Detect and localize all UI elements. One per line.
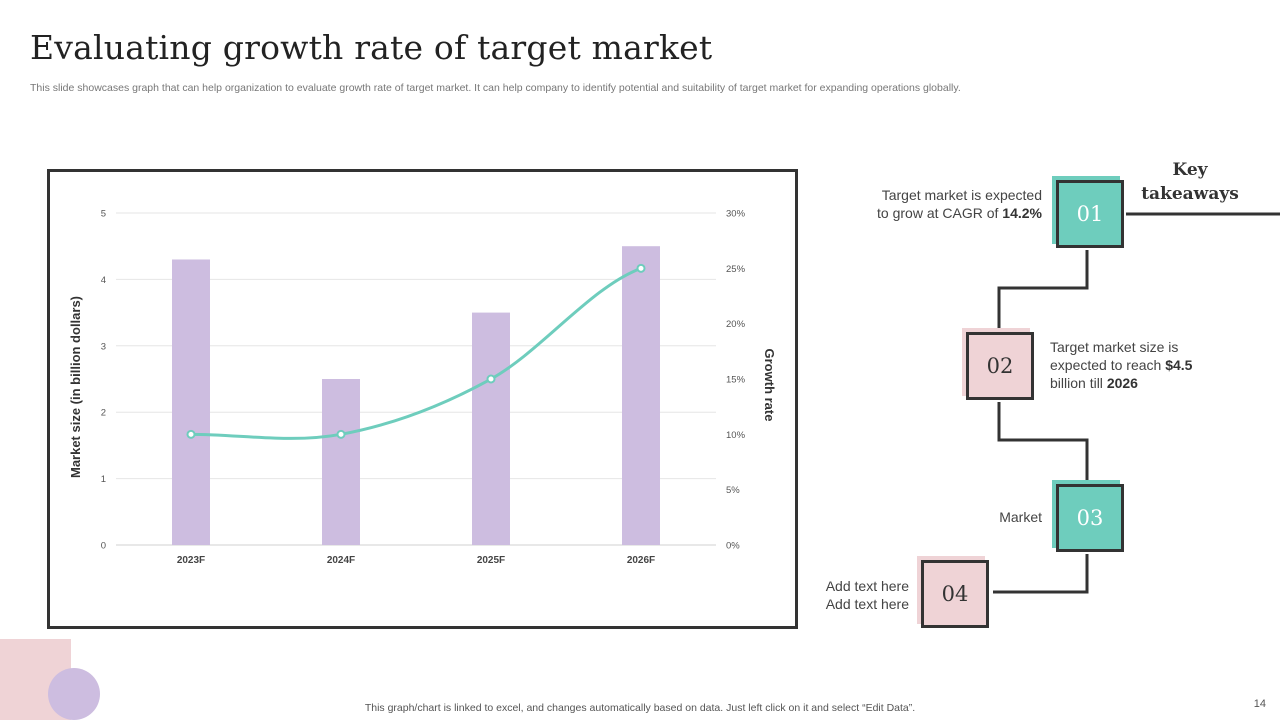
y2-axis-title: Growth rate: [762, 349, 777, 422]
x-tick-label: 2026F: [627, 555, 655, 566]
takeaway-01-text-a: Target market is expected to grow at CAG…: [877, 187, 1042, 221]
chart-frame[interactable]: 0 1 2 3 4 5 0% 5% 10% 15% 20% 25% 30% 2023F 2024F 2025F…: [47, 169, 798, 629]
growth-rate-line: [190, 266, 642, 440]
growth-point-2023F: [186, 429, 196, 439]
y-tick-label: 5: [101, 209, 106, 220]
takeaway-01-text-b: 14.2%: [1002, 205, 1042, 221]
y2-tick-label: 0%: [726, 541, 740, 552]
decor-lilac-circle: [48, 668, 100, 720]
y-tick-label: 0: [101, 541, 106, 552]
takeaway-03-box: 03: [1056, 484, 1124, 552]
growth-point-2024F: [336, 429, 346, 439]
y2-tick-label: 10%: [726, 430, 746, 441]
takeaway-04-text-a: Add text here: [825, 578, 909, 594]
takeaway-01-box: 01: [1056, 180, 1124, 248]
page-number: 14: [1253, 698, 1266, 710]
takeaway-02-text-c: billion till: [1050, 375, 1107, 391]
bar-2026F: [622, 246, 660, 545]
key-takeaways-title: Key takeaways: [1130, 158, 1250, 206]
bar-2025F: [472, 312, 510, 545]
takeaway-03-text: Market: [999, 509, 1042, 525]
y2-tick-label: 30%: [726, 209, 746, 220]
y2-tick-label: 15%: [726, 375, 746, 386]
page-subtitle: This slide showcases graph that can help…: [30, 82, 961, 94]
x-tick-label: 2025F: [477, 555, 505, 566]
y2-tick-label: 5%: [726, 485, 740, 496]
y-axis-title: Market size (in billion dollars): [68, 296, 83, 478]
takeaway-02-text-d: 2026: [1106, 375, 1138, 391]
takeaway-01-text: Target market is expected to grow at CAG…: [870, 186, 1042, 222]
x-tick-label: 2023F: [177, 555, 205, 566]
takeaway-04-box: 04: [921, 560, 989, 628]
takeaway-02-text: Target market size is expected to reach …: [1050, 338, 1210, 392]
y-tick-label: 4: [101, 275, 106, 286]
page-title: Evaluating growth rate of target market: [30, 28, 713, 67]
takeaway-04-text-b: Add text here: [825, 596, 909, 612]
y2-tick-label: 20%: [726, 319, 746, 330]
takeaway-02-text-a: Target market size is expected to reach: [1050, 339, 1179, 373]
x-tick-label: 2024F: [327, 555, 355, 566]
takeaway-02-box: 02: [966, 332, 1034, 400]
y-tick-label: 2: [101, 408, 106, 419]
y-tick-label: 1: [101, 474, 106, 485]
takeaway-02-text-b: $4.5: [1165, 357, 1193, 373]
growth-point-2026F: [636, 263, 646, 273]
footer-note: This graph/chart is linked to excel, and…: [364, 702, 916, 714]
y2-tick-label: 25%: [726, 264, 746, 275]
y-tick-label: 3: [101, 341, 106, 352]
key-takeaways-title-line2: takeaways: [1141, 184, 1239, 204]
bar-2024F: [322, 379, 360, 545]
bar-2023F: [172, 259, 210, 545]
takeaway-04-text: Add text here Add text here: [800, 577, 909, 613]
key-takeaways-title-line1: Key: [1172, 160, 1208, 180]
combo-chart: 0 1 2 3 4 5 0% 5% 10% 15% 20% 25% 30% 2023F 2024F 2025F…: [68, 209, 777, 567]
growth-point-2025F: [486, 374, 496, 384]
